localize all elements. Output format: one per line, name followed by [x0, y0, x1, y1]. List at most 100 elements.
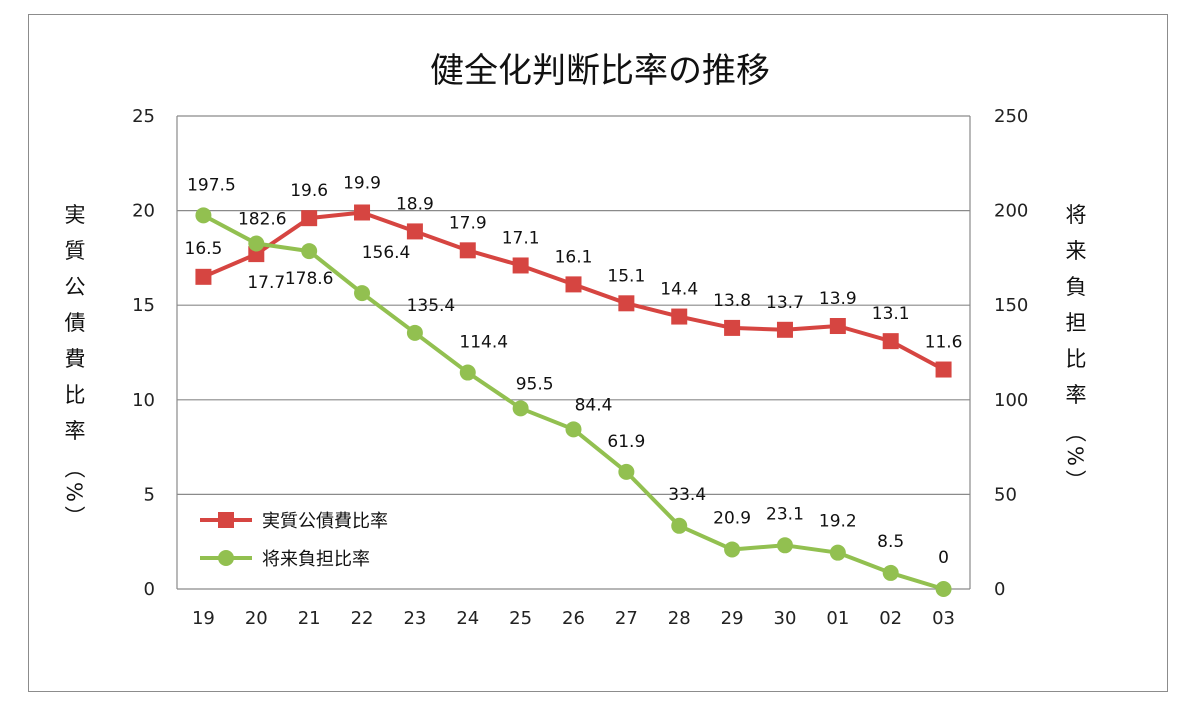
data-point-circle: [724, 541, 741, 558]
data-point-square: [882, 333, 899, 350]
data-point-square: [512, 257, 529, 274]
data-label: 8.5: [877, 532, 904, 552]
data-point-circle: [671, 517, 688, 534]
axis-label-char: 率: [1066, 383, 1087, 407]
x-tick-label: 19: [192, 608, 215, 629]
right-tick-label: 200: [994, 201, 1028, 222]
axis-label-percent: %: [1063, 446, 1087, 466]
data-label: 114.4: [459, 333, 508, 353]
data-label: 33.4: [668, 485, 706, 505]
x-tick-label: 21: [298, 608, 321, 629]
data-label: 135.4: [407, 296, 456, 316]
data-label: 16.1: [555, 247, 593, 267]
x-tick-label: 20: [245, 608, 268, 629]
axis-label-char: 率: [65, 419, 86, 443]
right-tick-label: 250: [994, 106, 1028, 127]
x-tick-label: 28: [668, 608, 691, 629]
data-label: 15.1: [607, 266, 645, 286]
axis-labels: 実質公債費比率（%）将来負担比率（%）: [62, 203, 1087, 527]
right-tick-label: 150: [994, 295, 1028, 316]
data-label: 17.9: [449, 213, 487, 233]
left-tick-label: 5: [144, 484, 155, 505]
axis-label-char: 質: [65, 239, 86, 263]
left-tick-label: 10: [132, 390, 155, 411]
left-tick-label: 0: [144, 579, 155, 600]
data-label: 19.9: [343, 173, 381, 193]
left-tick-label: 20: [132, 201, 155, 222]
data-point-circle: [829, 544, 846, 561]
x-tick-label: 30: [774, 608, 797, 629]
axis-label-paren: （: [62, 458, 86, 479]
data-label: 19.2: [819, 512, 857, 532]
axis-label-char: 担: [1066, 311, 1087, 335]
x-tick-label: 23: [403, 608, 426, 629]
data-label: 11.6: [925, 333, 963, 353]
data-point-square: [195, 268, 212, 285]
x-tick-label: 29: [721, 608, 744, 629]
left-axis-label: 実質公債費比率 （% ）: [62, 203, 86, 527]
data-label: 23.1: [766, 504, 804, 524]
data-point-circle: [618, 463, 635, 480]
data-label: 84.4: [575, 395, 613, 415]
data-label: 95.5: [516, 374, 554, 394]
axis-label-char: 比: [65, 383, 86, 407]
data-point-circle: [935, 581, 952, 597]
data-label: 178.6: [285, 269, 334, 289]
x-tick-label: 27: [615, 608, 638, 629]
data-point-square: [829, 318, 846, 335]
data-point-circle: [248, 235, 265, 252]
x-tick-label: 25: [509, 608, 532, 629]
data-point-square: [565, 276, 582, 293]
axis-label-char: 債: [65, 311, 86, 335]
chart-frame: [28, 14, 1168, 692]
legend-item: 実質公債費比率: [200, 511, 388, 532]
series-group: [195, 204, 952, 597]
data-point-square: [935, 361, 952, 378]
data-label: 13.7: [766, 293, 804, 313]
data-point-square: [776, 321, 793, 338]
data-label: 0: [938, 548, 949, 568]
right-axis-label: 将来負担比率 （% ）: [1063, 203, 1087, 491]
legend-item: 将来負担比率: [200, 549, 370, 570]
axis-label-percent: %: [62, 482, 86, 502]
data-point-circle: [512, 400, 529, 417]
axis-label-paren: ）: [1063, 470, 1087, 491]
data-point-circle: [776, 537, 793, 554]
axis-label-char: 公: [65, 275, 86, 299]
x-tick-label: 03: [932, 608, 955, 629]
data-point-circle: [301, 243, 318, 260]
x-tick-label: 24: [456, 608, 479, 629]
axis-label-char: 将: [1066, 203, 1087, 227]
data-label: 20.9: [713, 508, 751, 528]
right-tick-label: 100: [994, 390, 1028, 411]
data-label: 13.9: [819, 289, 857, 309]
axis-label-char: 比: [1066, 347, 1087, 371]
data-point-circle: [195, 207, 212, 224]
data-point-square: [406, 223, 423, 240]
right-tick-label: 0: [994, 579, 1005, 600]
legend-swatch-square: [218, 512, 234, 528]
data-point-circle: [565, 421, 582, 438]
data-point-square: [459, 242, 476, 259]
data-point-square: [301, 210, 318, 227]
data-point-square: [354, 204, 371, 221]
chart-title: 健全化判断比率の推移: [430, 51, 770, 91]
legend-swatch-circle: [218, 550, 234, 566]
data-label: 61.9: [607, 432, 645, 452]
axis-label-paren: ）: [62, 506, 86, 527]
left-tick-label: 15: [132, 295, 155, 316]
axis-ticks: 0 0 5 50 10 100 15 150 20 200 25 250 19 20 21 22 23 24 25 2…: [132, 106, 1028, 629]
axis-label-paren: （: [1063, 422, 1087, 443]
x-tick-label: 22: [351, 608, 374, 629]
right-tick-label: 50: [994, 484, 1017, 505]
data-label: 19.6: [290, 181, 328, 201]
data-point-square: [671, 308, 688, 325]
data-label: 14.4: [660, 280, 698, 300]
data-label: 17.7: [247, 273, 285, 293]
data-point-circle: [882, 564, 899, 581]
data-label: 182.6: [238, 210, 287, 230]
data-label: 18.9: [396, 194, 434, 214]
data-label: 156.4: [362, 243, 411, 263]
